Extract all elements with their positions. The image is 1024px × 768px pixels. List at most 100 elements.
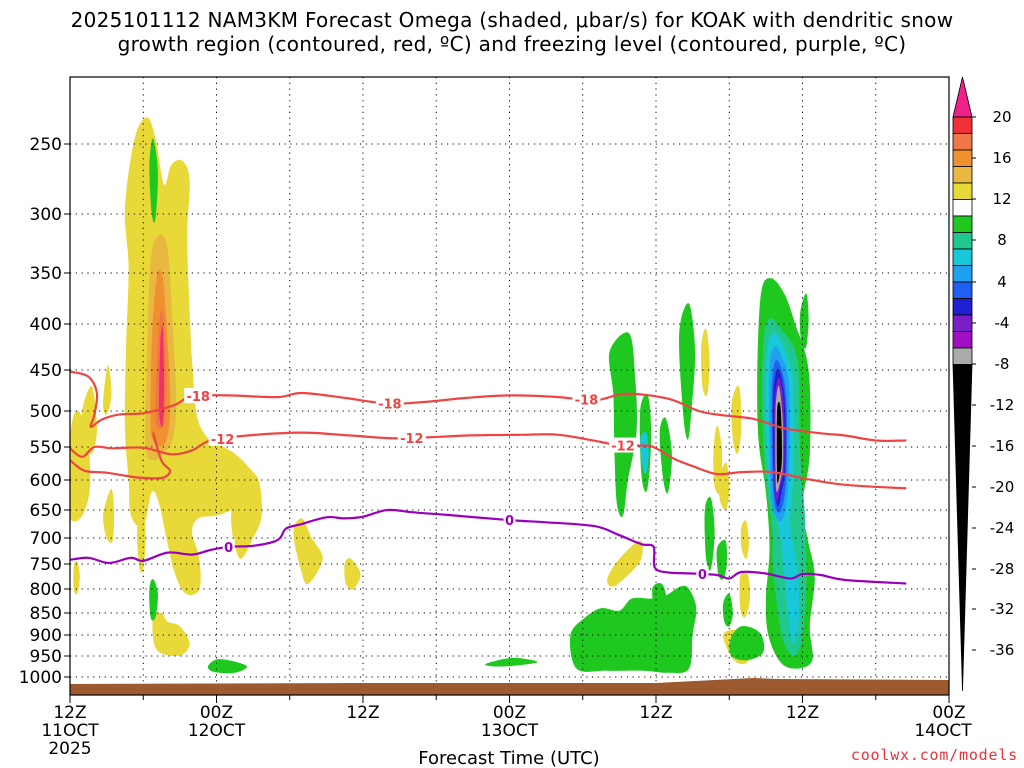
colorbar-label--12: -12 <box>990 396 1015 414</box>
omega-region-16 <box>740 520 749 559</box>
omega-region-3 <box>81 386 97 455</box>
omega-region-50 <box>776 401 782 484</box>
omega-region-30 <box>608 332 637 517</box>
x-tick-label-0-line2: 11OCT <box>41 721 99 741</box>
contour-label-freezing_0-0: 0 <box>224 541 233 556</box>
contour-label-bg <box>208 430 237 446</box>
x-tick-label-12-line2: 12OCT <box>188 721 246 741</box>
x-axis-label: Forecast Time (UTC) <box>418 748 599 768</box>
colorbar-cell-6 <box>952 215 973 233</box>
x-tick-label-48-line1: 12Z <box>639 703 672 723</box>
contour-freezing_0 <box>70 508 907 585</box>
colorbar-cell-2 <box>952 149 973 167</box>
colorbar-cell-10 <box>952 281 973 299</box>
colorbar-label--32: -32 <box>990 600 1015 618</box>
omega-region-9 <box>293 518 323 585</box>
colorbar-label--24: -24 <box>990 519 1015 537</box>
colorbar-cell-14 <box>952 347 973 365</box>
colorbar-label-4: 4 <box>997 273 1007 291</box>
contour-label-dgz_-12-0: -12 <box>211 433 235 448</box>
omega-region-11 <box>606 540 643 587</box>
contour-dgz_-18 <box>70 370 907 442</box>
omega-region-14 <box>731 385 742 455</box>
y-axis: 2503003504004505005506006507007508008509… <box>19 135 70 688</box>
colorbar-cell-13 <box>952 331 973 349</box>
chart-title-line-1: 2025101112 NAM3KM Forecast Omega (shaded… <box>70 8 954 32</box>
contour-label-bg <box>222 538 235 554</box>
omega-region-17 <box>739 571 751 618</box>
y-tick-label-650: 650 <box>30 501 62 521</box>
y-tick-label-750: 750 <box>30 555 62 575</box>
contour-lines <box>70 370 907 585</box>
contour-label-bg <box>572 391 601 407</box>
contour-label-dgz_-18-2: -18 <box>575 394 599 409</box>
colorbar-label-16: 16 <box>992 149 1011 167</box>
colorbar-cell-4 <box>952 182 973 200</box>
x-tick-label-36-line2: 13OCT <box>481 721 539 741</box>
colorbar-cell-0 <box>952 116 973 134</box>
y-tick-label-800: 800 <box>30 580 62 600</box>
omega-region-35 <box>716 539 728 580</box>
contour-label-dgz_-12-2: -12 <box>611 440 635 455</box>
contour-label-bg <box>375 395 404 411</box>
colorbar-cell-9 <box>952 265 973 283</box>
contour-label-freezing_0-2: 0 <box>698 568 707 583</box>
omega-region-6 <box>73 560 80 595</box>
omega-region-36 <box>722 593 733 627</box>
omega-region-37 <box>570 585 697 673</box>
omega-region-5 <box>102 488 115 543</box>
omega-region-7 <box>137 510 146 573</box>
colorbar-cell-7 <box>952 232 973 250</box>
omega-region-13 <box>700 328 710 397</box>
gridlines <box>70 77 949 695</box>
x-tick-label-0-line3: 2025 <box>48 739 91 759</box>
colorbar-cell-8 <box>952 248 973 266</box>
x-tick-label-0-line1: 12Z <box>53 703 86 723</box>
omega-region-8 <box>231 477 263 559</box>
colorbar-bottom-arrow <box>952 364 973 692</box>
omega-region-34 <box>704 496 715 571</box>
y-tick-label-350: 350 <box>30 264 62 284</box>
x-tick-label-24-line1: 12Z <box>346 703 379 723</box>
contour-labels: -18 -18 -18 -12 -12 -12 0 0 0 <box>184 388 709 583</box>
y-tick-label-1000: 1000 <box>19 668 62 688</box>
y-tick-label-600: 600 <box>30 471 62 491</box>
omega-region-12 <box>713 425 723 495</box>
omega-region-10 <box>344 558 361 590</box>
y-tick-label-450: 450 <box>30 361 62 381</box>
y-tick-label-400: 400 <box>30 315 62 335</box>
contour-label-dgz_-12-1: -12 <box>400 432 424 447</box>
omega-region-28 <box>207 659 248 674</box>
omega-region-1 <box>152 612 190 657</box>
colorbar: 20 16 12 8 4 -4 -8 -12 -16 -20 -24 -28 -32 -36 <box>952 76 1015 692</box>
contour-label-freezing_0-1: 0 <box>505 514 514 529</box>
x-tick-label-72-line1: 00Z <box>932 703 965 723</box>
omega-region-41 <box>799 293 809 349</box>
colorbar-cell-3 <box>952 166 973 184</box>
omega-region-32 <box>679 303 696 440</box>
omega-shading-layer <box>70 117 815 674</box>
contour-label-bg <box>609 437 638 453</box>
colorbar-top-arrow <box>952 76 973 118</box>
colorbar-label--36: -36 <box>990 641 1015 659</box>
contour-label-bg <box>696 566 709 582</box>
colorbar-cell-11 <box>952 298 973 316</box>
y-tick-label-550: 550 <box>30 438 62 458</box>
omega-region-23 <box>159 325 164 427</box>
colorbar-label--16: -16 <box>990 437 1015 455</box>
colorbar-cell-5 <box>952 199 973 217</box>
contour-label-bg <box>503 512 516 528</box>
ground-layer <box>70 678 949 695</box>
x-tick-label-36-line1: 00Z <box>493 703 526 723</box>
contour-dgz_-12 <box>70 431 907 490</box>
y-tick-label-950: 950 <box>30 647 62 667</box>
colorbar-label-8: 8 <box>997 231 1007 249</box>
colorbar-label--4: -4 <box>995 314 1010 332</box>
y-tick-label-300: 300 <box>30 205 62 225</box>
omega-region-26 <box>149 138 158 223</box>
y-tick-label-900: 900 <box>30 626 62 646</box>
colorbar-label-12: 12 <box>992 190 1011 208</box>
contour-label-dgz_-18-0: -18 <box>186 390 210 405</box>
